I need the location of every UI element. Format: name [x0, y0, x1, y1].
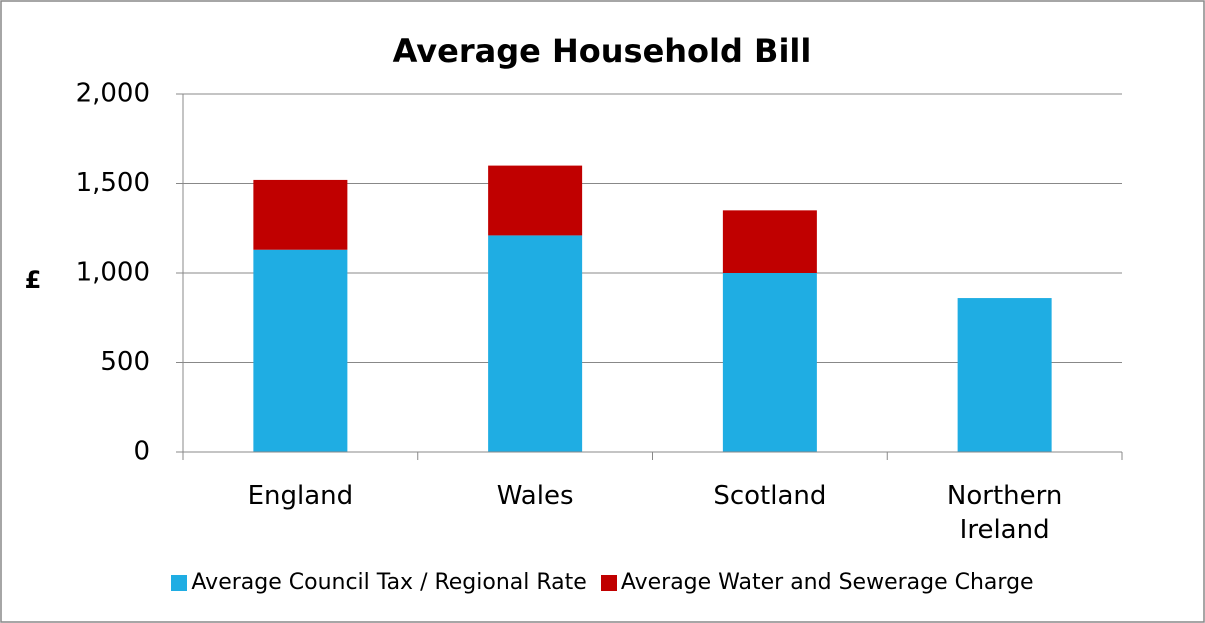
legend-label: Average Council Tax / Regional Rate — [191, 570, 587, 595]
chart-title: Average Household Bill — [393, 32, 812, 70]
legend-swatch — [171, 574, 188, 591]
bar-segment — [722, 210, 817, 273]
x-tick-label: Scotland — [713, 481, 827, 511]
y-tick-label: 2,000 — [76, 79, 150, 109]
bar-segment — [253, 249, 348, 452]
y-tick-label: 500 — [100, 347, 150, 377]
y-tick-label: 0 — [133, 437, 150, 467]
legend: Average Council Tax / Regional Rate Avera… — [0, 570, 1205, 595]
x-tick-label: England — [247, 481, 354, 511]
bar-segment — [957, 298, 1052, 452]
y-tick-label: 1,500 — [76, 168, 150, 198]
bar-segment — [488, 165, 583, 236]
y-axis-label: £ — [25, 266, 42, 294]
legend-item: Average Water and Sewerage Charge — [600, 570, 1034, 595]
x-tick-label: Wales — [496, 481, 574, 511]
y-tick-label: 1,000 — [76, 258, 150, 288]
legend-swatch — [600, 574, 617, 591]
legend-item: Average Council Tax / Regional Rate — [171, 570, 587, 595]
bar-segment — [488, 235, 583, 452]
legend-label: Average Water and Sewerage Charge — [620, 570, 1034, 595]
x-tick-label: Northern Ireland — [946, 481, 1063, 545]
bar-segment — [722, 273, 817, 452]
bar-segment — [253, 179, 348, 250]
